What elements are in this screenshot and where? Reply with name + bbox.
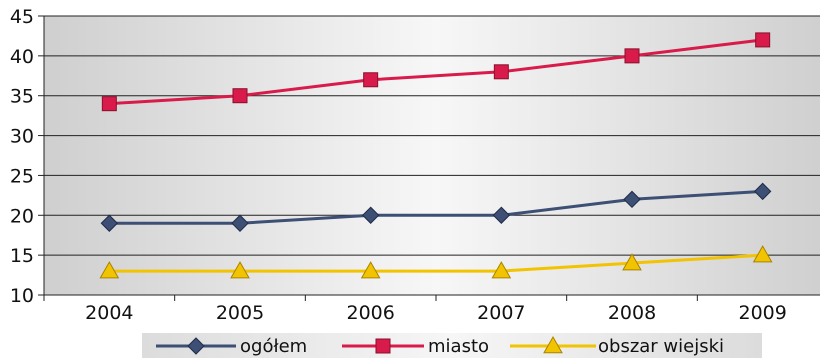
data-point <box>624 48 640 64</box>
data-point <box>230 261 250 279</box>
y-tick-label: 45 <box>10 6 34 28</box>
legend-label: ogółem <box>240 336 307 357</box>
x-tick-label: 2004 <box>85 302 133 324</box>
data-point <box>752 245 773 263</box>
data-point <box>753 182 772 201</box>
series-line <box>109 253 763 273</box>
y-tick-label: 40 <box>10 46 34 68</box>
data-point <box>360 261 381 279</box>
data-point <box>99 261 120 279</box>
y-tick-label: 15 <box>10 245 34 267</box>
series-layer <box>99 32 773 279</box>
data-point <box>623 190 641 209</box>
series-1 <box>101 32 771 112</box>
legend-marker <box>375 338 391 354</box>
plot-background <box>44 16 820 295</box>
y-tick-label: 30 <box>10 126 34 148</box>
data-point <box>363 72 379 88</box>
x-tick-label: 2005 <box>216 302 264 324</box>
y-tick-label: 10 <box>10 285 34 307</box>
data-point <box>361 206 380 224</box>
series-line <box>109 189 763 225</box>
legend: ogółem miasto obszar wiejski <box>156 335 724 357</box>
data-point <box>101 96 117 112</box>
legend-item-0: ogółem <box>156 336 307 357</box>
data-point <box>493 64 509 80</box>
x-tick-label: 2007 <box>477 302 525 324</box>
legend-label: miasto <box>428 336 489 357</box>
data-point <box>232 88 248 104</box>
legend-background <box>142 333 762 358</box>
y-axis-ticks: 10 15 20 25 30 35 40 45 <box>10 6 44 307</box>
series-line <box>109 38 763 106</box>
legend-label: obszar wiejski <box>598 336 724 357</box>
y-tick-label: 20 <box>10 205 34 227</box>
x-axis-ticks: 2004 2005 2006 2007 2008 2009 <box>43 295 787 324</box>
legend-item-1: miasto <box>342 336 489 357</box>
data-point <box>100 214 119 232</box>
y-tick-label: 25 <box>10 165 34 187</box>
data-point <box>491 261 512 279</box>
data-point <box>492 206 511 224</box>
x-tick-label: 2006 <box>346 302 394 324</box>
x-tick-label: 2009 <box>738 302 786 324</box>
legend-item-2: obszar wiejski <box>510 335 724 357</box>
data-point <box>755 32 771 48</box>
data-point <box>622 253 642 271</box>
series-2 <box>99 245 773 279</box>
x-tick-label: 2008 <box>608 302 656 324</box>
data-point <box>231 214 249 232</box>
legend-marker <box>187 337 205 355</box>
y-tick-label: 35 <box>10 86 34 108</box>
series-0 <box>100 182 772 232</box>
legend-marker <box>543 335 563 354</box>
